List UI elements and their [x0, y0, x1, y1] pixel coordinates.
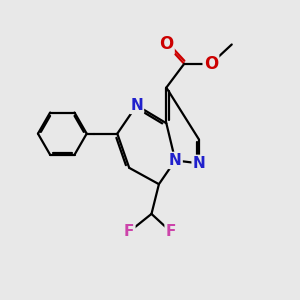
Text: O: O — [204, 55, 218, 73]
Text: F: F — [124, 224, 134, 239]
Text: N: N — [130, 98, 143, 113]
Text: N: N — [193, 156, 206, 171]
Text: N: N — [169, 153, 182, 168]
Text: O: O — [159, 35, 173, 53]
Text: F: F — [166, 224, 176, 239]
